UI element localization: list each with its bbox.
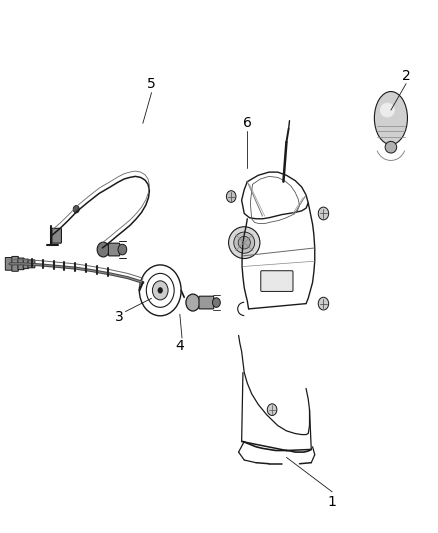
Circle shape bbox=[152, 281, 168, 300]
Circle shape bbox=[186, 294, 200, 311]
Text: 1: 1 bbox=[328, 496, 336, 510]
Ellipse shape bbox=[380, 103, 395, 117]
Text: 3: 3 bbox=[114, 310, 123, 324]
Circle shape bbox=[226, 191, 236, 203]
Circle shape bbox=[97, 242, 110, 257]
Text: 5: 5 bbox=[147, 77, 156, 91]
FancyBboxPatch shape bbox=[28, 260, 35, 268]
FancyBboxPatch shape bbox=[18, 258, 24, 270]
Circle shape bbox=[318, 207, 328, 220]
Circle shape bbox=[118, 244, 127, 255]
Text: 6: 6 bbox=[243, 116, 252, 131]
FancyBboxPatch shape bbox=[5, 257, 13, 270]
Circle shape bbox=[267, 404, 277, 416]
Ellipse shape bbox=[234, 232, 254, 253]
FancyBboxPatch shape bbox=[23, 259, 28, 269]
FancyBboxPatch shape bbox=[109, 243, 120, 256]
Ellipse shape bbox=[238, 236, 251, 249]
FancyBboxPatch shape bbox=[52, 228, 61, 243]
Ellipse shape bbox=[229, 227, 260, 259]
FancyBboxPatch shape bbox=[199, 296, 214, 309]
Circle shape bbox=[73, 206, 79, 213]
Circle shape bbox=[212, 298, 220, 308]
FancyBboxPatch shape bbox=[261, 271, 293, 292]
Ellipse shape bbox=[385, 141, 397, 153]
Text: 2: 2 bbox=[402, 69, 410, 83]
FancyBboxPatch shape bbox=[12, 256, 18, 271]
Circle shape bbox=[318, 297, 328, 310]
Circle shape bbox=[158, 287, 163, 294]
Text: 4: 4 bbox=[176, 339, 184, 353]
Ellipse shape bbox=[374, 92, 407, 144]
